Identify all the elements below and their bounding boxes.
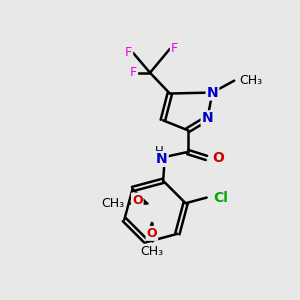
Text: F: F — [125, 46, 132, 59]
Text: O: O — [147, 227, 157, 240]
Text: CH₃: CH₃ — [102, 196, 125, 209]
Text: Cl: Cl — [214, 190, 228, 205]
Text: O: O — [132, 194, 142, 206]
Text: H: H — [154, 146, 163, 158]
Text: F: F — [171, 42, 178, 56]
Text: O: O — [212, 151, 224, 165]
Text: F: F — [130, 66, 137, 79]
Text: CH₃: CH₃ — [140, 245, 164, 258]
Text: CH₃: CH₃ — [239, 74, 262, 87]
Text: N: N — [156, 152, 168, 166]
Text: N: N — [207, 85, 218, 100]
Text: N: N — [202, 111, 213, 125]
